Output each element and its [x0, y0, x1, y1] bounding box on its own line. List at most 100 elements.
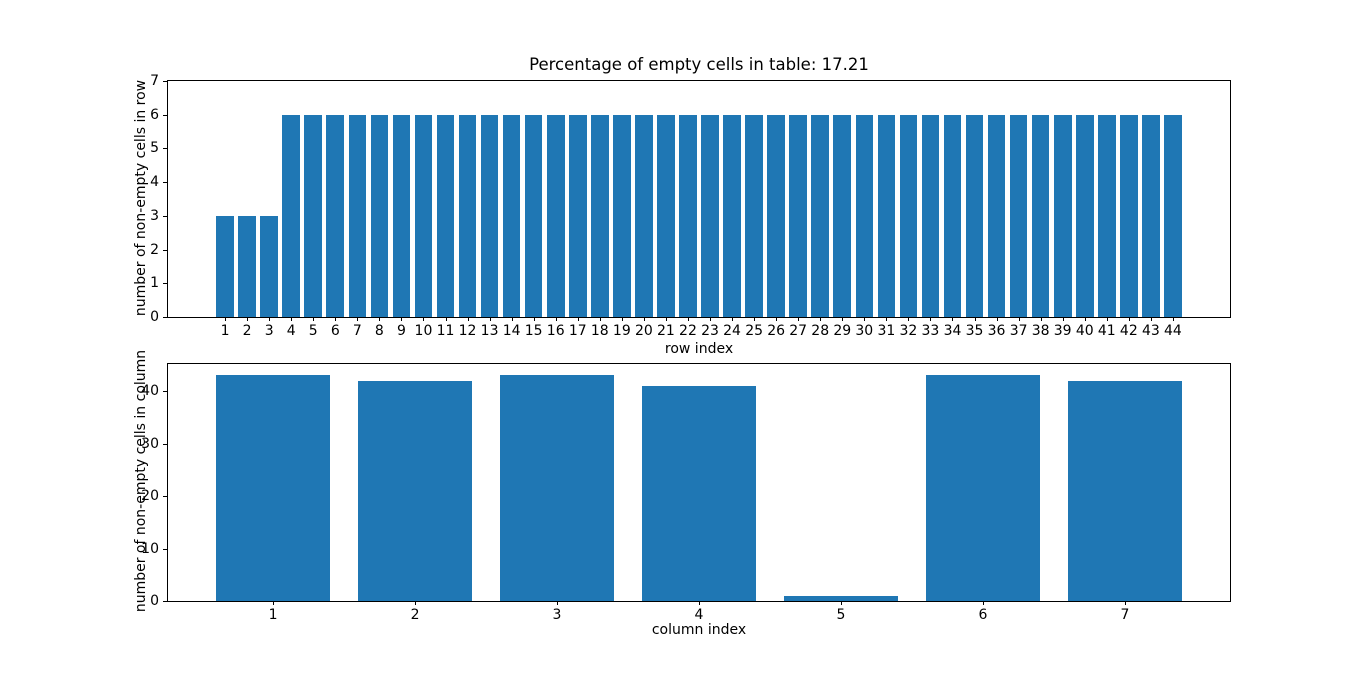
bar-21: [657, 114, 675, 317]
y-axis-label-rows: number of non-empty cells in row: [133, 79, 149, 317]
bar-28: [811, 114, 830, 317]
x-tick-label: 1: [268, 607, 278, 623]
x-tick: [840, 601, 842, 605]
x-tick-label: 7: [352, 323, 362, 339]
x-tick: [930, 317, 932, 321]
x-tick: [864, 317, 866, 321]
bar-5: [784, 595, 898, 601]
x-tick-label: 31: [877, 323, 896, 339]
bar-30: [855, 114, 874, 317]
y-tick-label: 2: [150, 241, 159, 258]
y-tick: [163, 249, 167, 251]
x-tick-label: 35: [965, 323, 984, 339]
x-tick: [533, 317, 535, 321]
y-tick: [163, 317, 167, 318]
y-tick: [163, 215, 167, 217]
bar-10: [414, 114, 433, 317]
y-tick-label: 20: [141, 488, 159, 505]
x-tick-label: 4: [694, 607, 704, 623]
x-tick: [1106, 317, 1108, 321]
y-tick-label: 3: [150, 207, 159, 224]
x-tick-label: 24: [723, 323, 741, 339]
y-tick-label: 0: [150, 309, 159, 325]
x-tick-label: 18: [590, 323, 609, 339]
x-tick-label: 37: [1009, 323, 1028, 339]
y-tick: [163, 182, 167, 184]
x-tick-label: 44: [1163, 323, 1182, 339]
x-tick-label: 2: [242, 323, 252, 339]
bar-15: [524, 114, 543, 317]
x-axis-label-rows: row index: [664, 341, 734, 357]
x-tick: [1018, 317, 1020, 321]
bar-6: [326, 114, 345, 317]
y-tick: [163, 148, 167, 150]
x-tick-label: 21: [657, 323, 675, 339]
x-tick: [401, 317, 403, 321]
bar-17: [568, 114, 587, 317]
bar-18: [590, 114, 609, 317]
x-tick-label: 38: [1031, 323, 1050, 339]
x-tick: [820, 317, 822, 321]
x-tick: [842, 317, 844, 321]
y-tick: [163, 443, 167, 445]
x-tick: [599, 317, 601, 321]
y-tick-label: 7: [150, 73, 159, 89]
x-tick-label: 42: [1119, 323, 1138, 339]
x-tick-label: 2: [410, 607, 420, 623]
x-tick: [247, 317, 249, 321]
x-tick-label: 25: [745, 323, 764, 339]
x-tick-label: 13: [480, 323, 499, 339]
bar-41: [1097, 114, 1116, 317]
plot-area-rows: 1 2 3 4 5 6 7 8 9 10 11 12 13 14 15 16 17 18 19 20 21 22 23 24 2…: [150, 73, 1231, 339]
x-tick-label: 43: [1141, 323, 1160, 339]
x-tick: [577, 317, 579, 321]
bar-3: [260, 215, 278, 317]
x-tick: [379, 317, 381, 321]
x-tick-label: 14: [502, 323, 521, 339]
bar-14: [502, 114, 521, 317]
y-tick: [163, 548, 167, 550]
x-tick: [665, 317, 667, 321]
x-tick-label: 32: [899, 323, 918, 339]
y-tick-label: 5: [150, 140, 159, 157]
bar-11: [436, 114, 455, 317]
bar-40: [1075, 114, 1094, 317]
bar-43: [1142, 114, 1160, 317]
bar-9: [392, 114, 411, 317]
bar-7: [1068, 380, 1182, 601]
x-tick-label: 39: [1053, 323, 1072, 339]
bar-2: [358, 380, 472, 601]
x-tick: [732, 317, 734, 321]
x-tick-label: 3: [264, 323, 274, 339]
x-tick-label: 10: [414, 323, 433, 339]
bar-35: [965, 114, 984, 317]
bar-33: [921, 114, 940, 317]
bar-20: [635, 114, 653, 317]
bar-29: [833, 114, 852, 317]
x-tick-label: 29: [833, 323, 852, 339]
y-axis-label-columns: number of non-empty cells in column: [133, 349, 149, 613]
bar-23: [701, 114, 719, 317]
x-tick-label: 9: [396, 323, 406, 339]
y-tick: [163, 496, 167, 498]
bar-3: [500, 375, 614, 601]
x-tick: [467, 317, 469, 321]
x-tick-label: 11: [436, 323, 455, 339]
x-tick-label: 12: [458, 323, 477, 339]
x-tick-label: 19: [612, 323, 631, 339]
x-tick-label: 1: [220, 323, 230, 339]
x-tick: [1124, 601, 1126, 605]
x-tick-label: 36: [987, 323, 1006, 339]
x-tick: [415, 601, 417, 605]
bar-42: [1120, 114, 1138, 317]
x-tick-label: 41: [1097, 323, 1116, 339]
x-tick-label: 5: [308, 323, 318, 339]
y-tick: [163, 81, 167, 82]
x-tick: [1172, 317, 1174, 321]
x-tick-label: 22: [679, 323, 697, 339]
x-tick-label: 4: [286, 323, 296, 339]
x-tick: [776, 317, 778, 321]
x-tick: [974, 317, 976, 321]
x-tick-label: 33: [921, 323, 940, 339]
x-tick: [445, 317, 447, 321]
